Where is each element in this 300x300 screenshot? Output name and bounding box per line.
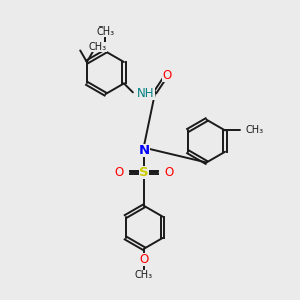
Text: CH₃: CH₃ xyxy=(246,125,264,135)
Text: CH₃: CH₃ xyxy=(89,43,107,52)
Text: N: N xyxy=(139,143,150,157)
Text: S: S xyxy=(139,166,149,179)
Text: O: O xyxy=(162,70,172,83)
Text: NH: NH xyxy=(137,87,155,100)
Text: CH₃: CH₃ xyxy=(135,270,153,280)
Text: O: O xyxy=(140,254,149,266)
Text: CH₃: CH₃ xyxy=(96,26,115,35)
Text: O: O xyxy=(165,166,174,179)
Text: O: O xyxy=(114,166,123,179)
Text: CH₃: CH₃ xyxy=(96,27,115,37)
